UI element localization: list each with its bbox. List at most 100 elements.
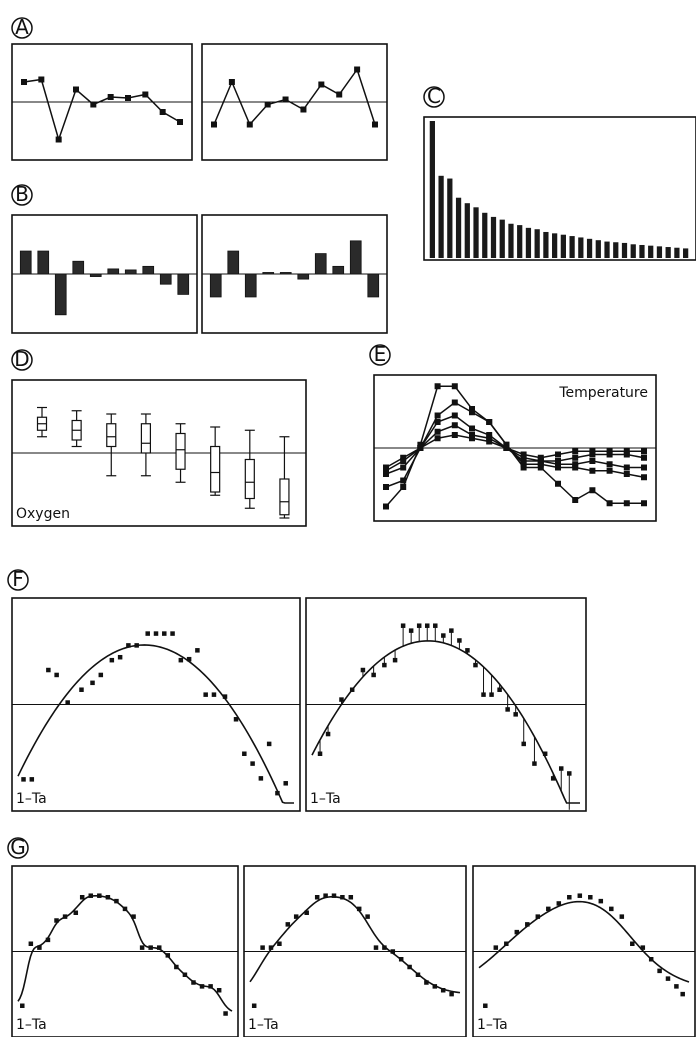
data-point [182, 972, 188, 977]
panel-letter-c: C [423, 84, 445, 108]
bar [621, 242, 628, 258]
data-point [88, 893, 94, 898]
letter-circle [7, 837, 29, 859]
data-point [657, 968, 662, 974]
data-point [550, 776, 556, 781]
data-point [223, 1011, 228, 1016]
letter-text: C [427, 84, 441, 108]
box-iqr [279, 478, 290, 516]
data-point [493, 945, 499, 950]
data-point [258, 776, 264, 781]
data-point [285, 922, 291, 927]
data-point [275, 790, 280, 796]
data-point [537, 458, 544, 464]
box-8 [279, 436, 290, 519]
data-point [390, 949, 396, 954]
data-point [589, 467, 596, 474]
data-point [440, 988, 446, 993]
bar [332, 265, 345, 275]
data-point [339, 697, 344, 702]
data-point [503, 445, 510, 451]
data-point [415, 972, 421, 977]
panel-label: 1–Ta [477, 1017, 508, 1033]
fit-curve [311, 640, 580, 804]
data-point [648, 957, 654, 962]
series-line-2 [385, 414, 644, 475]
data-point [174, 964, 179, 970]
bar [367, 273, 380, 298]
data-point [46, 667, 51, 673]
data-point [79, 895, 85, 900]
data-point [268, 945, 274, 950]
box-iqr [244, 458, 255, 500]
data-point [195, 648, 200, 653]
letter-circle [7, 569, 29, 591]
data-point [680, 991, 685, 997]
data-point [489, 692, 494, 697]
data-point [55, 136, 62, 143]
data-point [434, 428, 441, 435]
data-point [318, 81, 325, 88]
data-point [674, 984, 679, 989]
data-point [400, 464, 407, 471]
data-point [589, 487, 596, 494]
data-point [21, 79, 27, 85]
data-point [434, 435, 441, 442]
data-point [424, 980, 429, 985]
chart-g2: 1–Ta [243, 865, 467, 1037]
data-point [619, 914, 625, 919]
data-point [630, 941, 635, 946]
data-point [331, 893, 337, 898]
data-point [277, 941, 282, 946]
data-point [314, 895, 320, 900]
bar [604, 241, 610, 258]
panel-letter-d: D [11, 347, 33, 371]
letter-circle [369, 344, 391, 366]
box-6 [210, 426, 221, 496]
data-point [293, 914, 299, 919]
letter-circle [11, 184, 33, 206]
data-point [640, 945, 646, 950]
data-point [598, 898, 604, 904]
data-point [572, 454, 579, 461]
box-1 [36, 406, 48, 438]
data-point [383, 503, 389, 510]
data-point [555, 480, 561, 487]
bar [560, 234, 566, 258]
letter-circle [11, 349, 33, 371]
data-point [340, 895, 345, 900]
bar [124, 269, 137, 275]
data-point [400, 484, 407, 490]
data-point [451, 399, 458, 406]
bar [107, 268, 120, 275]
bar [159, 273, 172, 285]
bar [19, 250, 32, 275]
data-point [567, 895, 572, 900]
data-point [62, 914, 68, 919]
data-point [589, 458, 596, 464]
letter-text: E [374, 342, 387, 366]
data-point [162, 631, 167, 636]
panel-label: 1–Ta [16, 791, 47, 807]
data-point [365, 914, 370, 919]
box-iqr [175, 432, 186, 470]
data-point [242, 751, 247, 756]
chart-f2: 1–Ta [305, 597, 587, 812]
data-point [537, 464, 544, 471]
bar [349, 240, 362, 275]
bar [244, 273, 257, 298]
data-point [383, 464, 389, 471]
chart-panels: Oxygen Temperature 1–Ta 1–Ta 1–Ta 1–Ta 1–Ta [11, 43, 696, 1037]
data-point [641, 448, 647, 455]
data-point [577, 893, 583, 898]
bar [543, 231, 549, 258]
panel-frame [423, 116, 696, 261]
chart-a1 [11, 43, 193, 161]
bar [499, 219, 505, 258]
data-point [148, 945, 153, 950]
data-point [126, 643, 131, 648]
bar [656, 246, 663, 258]
bar [534, 229, 540, 258]
data-point [373, 945, 379, 950]
